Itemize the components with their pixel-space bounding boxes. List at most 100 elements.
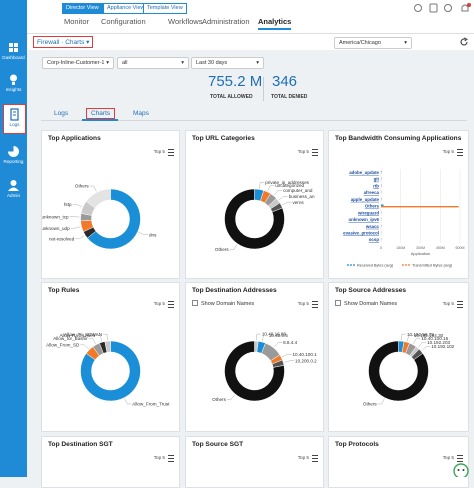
label-leader	[73, 204, 83, 206]
sidebar-item[interactable]: Admin	[1, 176, 26, 204]
breadcrumb-item[interactable]: Firewall	[37, 39, 59, 46]
label-leader	[282, 354, 291, 357]
top-n-select[interactable]: Top 5	[154, 149, 165, 154]
option-checkbox[interactable]: Show Domain Names	[335, 300, 397, 307]
chart-card: Top Protocols Top 5	[328, 436, 469, 488]
nav-item[interactable]: Workflows	[168, 17, 202, 26]
card-menu[interactable]	[457, 455, 463, 462]
segment-label: 10.192.102	[431, 344, 454, 349]
segment-label: Allow_To_SDWAN	[64, 332, 102, 337]
tab[interactable]: Charts	[86, 108, 115, 119]
filter-select[interactable]: Last 30 days▾	[191, 57, 264, 69]
x-tick-label: 150M	[396, 246, 405, 250]
category-label: unknown_ipv6	[349, 217, 380, 222]
filter: Last 30 days	[196, 60, 227, 66]
top-n-select[interactable]: Top 5	[154, 301, 165, 306]
refresh-icon[interactable]	[459, 37, 469, 47]
stat-value: 346	[272, 73, 297, 90]
timezone-select[interactable]: America/Chicago▾	[334, 37, 412, 49]
segment-label: dns	[149, 232, 157, 237]
breadcrumb[interactable]: Firewall · Charts ▾	[33, 36, 93, 48]
top-n-select[interactable]: Top 5	[443, 301, 454, 306]
card-title: Top Protocols	[335, 441, 379, 448]
segment-label: business_an	[289, 194, 315, 199]
bar	[381, 206, 459, 207]
label-leader	[227, 395, 235, 400]
label-leader	[401, 334, 406, 340]
segment-label: verns	[292, 200, 304, 205]
category-label: ocsp	[369, 237, 380, 242]
category-label: rtb	[373, 183, 379, 188]
sidebar-item[interactable]: Logs	[3, 104, 26, 134]
card-title: Top Rules	[48, 287, 79, 294]
label-leader	[230, 245, 237, 250]
top-n-select[interactable]: Top 5	[154, 455, 165, 460]
sidebar-icon	[7, 145, 20, 158]
chart: dnsnot-resolvedunknown_udpunknown_tcphtt…	[42, 155, 179, 277]
filter: Corp-Inline-Customer-1	[47, 60, 104, 66]
option-checkbox[interactable]: Show Domain Names	[192, 300, 254, 307]
top-n-select[interactable]: Top 5	[443, 149, 454, 154]
view-tab[interactable]: Appliance View	[103, 3, 149, 14]
segment-label: http	[64, 202, 72, 207]
sidebar-icon	[7, 41, 20, 54]
breadcrumb-item[interactable]: Charts	[65, 39, 84, 46]
sidebar-label: Admin	[1, 193, 26, 198]
segment-label: 8.8.4.4	[283, 340, 297, 345]
card-menu[interactable]	[168, 455, 174, 462]
top-n-select[interactable]: Top 5	[298, 149, 309, 154]
label-leader	[282, 202, 291, 205]
filter-select[interactable]: Corp-Inline-Customer-1▾	[42, 57, 114, 69]
card-title: Top Applications	[48, 135, 101, 142]
label-leader	[418, 342, 426, 347]
view-tab[interactable]: Template View	[143, 3, 187, 14]
segment-label: Allow_From_SD	[46, 342, 80, 347]
label-leader	[71, 227, 81, 228]
chart: 10.40.16.8910.40.0.58.8.4.410.40.100.110…	[186, 307, 323, 429]
label-leader	[284, 361, 294, 363]
view-tab[interactable]: Director View	[62, 3, 103, 14]
header-icons[interactable]	[412, 2, 472, 14]
category-label: adobe_update	[349, 170, 379, 175]
nav-item[interactable]: Administration	[202, 17, 250, 26]
nav-item[interactable]: Monitor	[64, 17, 89, 26]
label-leader	[89, 339, 96, 344]
label-leader	[256, 334, 260, 340]
divider	[263, 77, 264, 101]
top-n-select[interactable]: Top 5	[298, 455, 309, 460]
card-title: Top Destination Addresses	[192, 287, 277, 294]
label-leader	[413, 339, 420, 344]
segment-label: Others	[212, 397, 226, 402]
tab[interactable]: Maps	[133, 110, 149, 117]
timezone: America/Chicago	[339, 40, 381, 46]
x-tick-label: 450M	[436, 246, 445, 250]
category-label: evasive_protocol	[343, 231, 379, 236]
page: {"sidebar":["Dashboard","Insights","Logs…	[0, 0, 474, 477]
top-n-select[interactable]: Top 5	[443, 455, 454, 460]
tab[interactable]: Logs	[54, 110, 68, 117]
nav-item[interactable]: Analytics	[258, 17, 291, 30]
sidebar-item[interactable]: Reporting	[1, 142, 26, 170]
label-leader	[80, 345, 88, 349]
top-n-select[interactable]: Top 5	[298, 301, 309, 306]
label-leader	[75, 236, 84, 239]
card-title: Top Source SGT	[192, 441, 243, 448]
sidebar-icon	[7, 73, 20, 86]
label-leader	[279, 196, 288, 200]
segment-label: 10.40.100.1	[292, 352, 317, 357]
segment-label: not-resolved	[49, 236, 75, 241]
sidebar-item[interactable]: Insights	[1, 70, 26, 98]
assistant-icon[interactable]	[452, 462, 470, 477]
label-leader	[268, 186, 275, 191]
breadcrumb-bar: Firewall · Charts ▾ America/Chicago▾	[27, 34, 474, 50]
segment-label: Others	[363, 402, 377, 407]
filter-select[interactable]: all▾	[117, 57, 189, 69]
sidebar-item[interactable]: Dashboard	[1, 38, 26, 66]
nav-item[interactable]: Configuration	[101, 17, 146, 26]
card-menu[interactable]	[312, 455, 318, 462]
